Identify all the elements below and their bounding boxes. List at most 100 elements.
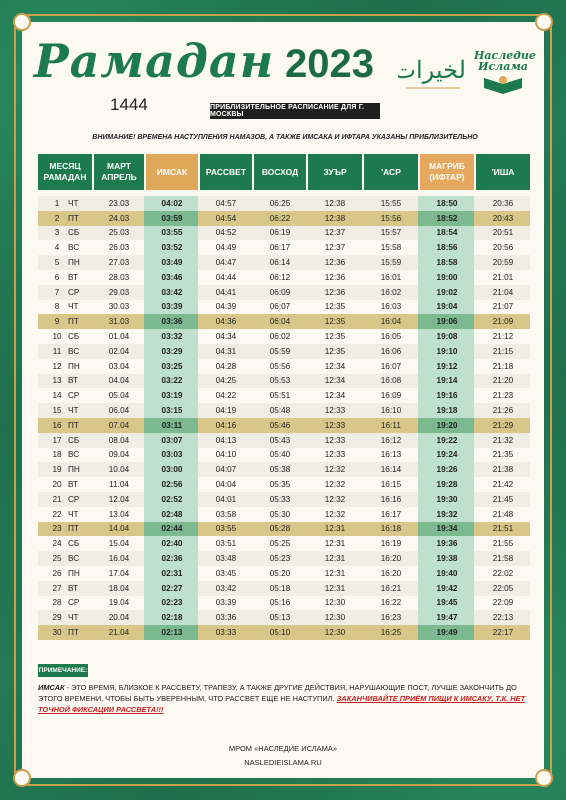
cell-imsak: 03:46 bbox=[144, 269, 198, 285]
cell-zuhr: 12:31 bbox=[306, 565, 362, 581]
cell-imsak: 03:36 bbox=[144, 314, 198, 330]
table-row: 12 ПН 03.04 03:25 04:28 05:56 12:34 16:07 19:12 2… bbox=[38, 358, 530, 374]
cell-fajr: 04:36 bbox=[198, 314, 252, 330]
cell-fajr: 04:10 bbox=[198, 447, 252, 463]
cell-day-number: 17 СБ bbox=[38, 432, 92, 448]
cell-sunrise: 06:17 bbox=[252, 240, 306, 256]
cell-asr: 16:21 bbox=[362, 580, 418, 596]
table-row: 3 СБ 25.03 03:55 04:52 06:19 12:37 15:57 18:54 20… bbox=[38, 225, 530, 241]
cell-imsak: 03:00 bbox=[144, 462, 198, 478]
cell-date: 29.03 bbox=[92, 284, 144, 300]
cell-imsak: 02:44 bbox=[144, 521, 198, 537]
cell-date: 01.04 bbox=[92, 329, 144, 344]
cell-zuhr: 12:31 bbox=[306, 521, 362, 537]
cell-zuhr: 12:33 bbox=[306, 403, 362, 418]
cell-isha: 22:09 bbox=[474, 595, 530, 611]
cell-imsak: 03:29 bbox=[144, 343, 198, 359]
cell-isha: 21:23 bbox=[474, 388, 530, 404]
cell-sunrise: 05:56 bbox=[252, 358, 306, 374]
cell-isha: 20:36 bbox=[474, 196, 530, 211]
cell-zuhr: 12:34 bbox=[306, 373, 362, 389]
cell-day-number: 19 ПН bbox=[38, 462, 92, 478]
cell-fajr: 04:39 bbox=[198, 299, 252, 315]
table-header-row: МЕСЯЦ РАМАДАН МАРТ АПРЕЛЬ ИМСАК РАССВЕТ ВО… bbox=[38, 154, 530, 196]
table-body: 1 ЧТ 23.03 04:02 04:57 06:25 12:38 15:55 18:50 20… bbox=[38, 196, 530, 640]
cell-fajr: 04:25 bbox=[198, 373, 252, 389]
cell-isha: 21:35 bbox=[474, 447, 530, 463]
cell-isha: 21:48 bbox=[474, 506, 530, 522]
table-row: 28 СР 19.04 02:23 03:39 05:16 12:30 16:22 19:45 2… bbox=[38, 595, 530, 611]
cell-maghrib: 19:14 bbox=[418, 373, 474, 389]
cell-maghrib: 19:22 bbox=[418, 432, 474, 448]
cell-fajr: 03:42 bbox=[198, 580, 252, 596]
cell-fajr: 03:51 bbox=[198, 536, 252, 552]
cell-fajr: 04:19 bbox=[198, 403, 252, 418]
cell-maghrib: 19:18 bbox=[418, 403, 474, 418]
cell-zuhr: 12:30 bbox=[306, 610, 362, 626]
cell-imsak: 02:40 bbox=[144, 536, 198, 552]
cell-zuhr: 12:35 bbox=[306, 314, 362, 330]
cell-day-number: 8 ЧТ bbox=[38, 299, 92, 315]
cell-imsak: 02:52 bbox=[144, 491, 198, 507]
cell-asr: 16:11 bbox=[362, 417, 418, 433]
corner-ornament bbox=[13, 13, 31, 31]
page-title: Рамадан bbox=[34, 34, 275, 88]
cell-day-number: 27 ВТ bbox=[38, 580, 92, 596]
cell-fajr: 03:45 bbox=[198, 565, 252, 581]
cell-maghrib: 19:47 bbox=[418, 610, 474, 626]
table-row: 19 ПН 10.04 03:00 04:07 05:38 12:32 16:14 19:26 2… bbox=[38, 462, 530, 478]
table-row: 10 СБ 01.04 03:32 04:34 06:02 12:35 16:05 19:08 2… bbox=[38, 329, 530, 344]
cell-imsak: 02:27 bbox=[144, 580, 198, 596]
cell-isha: 20:59 bbox=[474, 255, 530, 270]
cell-isha: 21:51 bbox=[474, 521, 530, 537]
cell-date: 11.04 bbox=[92, 477, 144, 492]
cell-maghrib: 19:16 bbox=[418, 388, 474, 404]
cell-day-number: 23 ПТ bbox=[38, 521, 92, 537]
book-icon bbox=[484, 76, 522, 94]
cell-asr: 16:14 bbox=[362, 462, 418, 478]
cell-zuhr: 12:32 bbox=[306, 462, 362, 478]
table-row: 30 ПТ 21.04 02:13 03:33 05:10 12:30 16:25 19:49 2… bbox=[38, 625, 530, 640]
cell-asr: 16:18 bbox=[362, 521, 418, 537]
corner-ornament bbox=[535, 769, 553, 787]
cell-day-number: 9 ПТ bbox=[38, 314, 92, 330]
note-warning: ЗАКАНЧИВАЙТЕ ПРИЁМ ПИЩИ К ИМСАКУ, Т.К. Н… bbox=[38, 694, 526, 714]
cell-maghrib: 19:49 bbox=[418, 625, 474, 640]
cell-isha: 21:07 bbox=[474, 299, 530, 315]
cell-date: 27.03 bbox=[92, 255, 144, 270]
cell-isha: 20:51 bbox=[474, 225, 530, 241]
cell-asr: 16:19 bbox=[362, 536, 418, 552]
cell-zuhr: 12:38 bbox=[306, 210, 362, 226]
cell-day-number: 11 ВС bbox=[38, 343, 92, 359]
cell-zuhr: 12:31 bbox=[306, 536, 362, 552]
cell-isha: 21:12 bbox=[474, 329, 530, 344]
cell-imsak: 02:13 bbox=[144, 625, 198, 640]
cell-isha: 20:43 bbox=[474, 210, 530, 226]
cell-date: 02.04 bbox=[92, 343, 144, 359]
cell-isha: 22:13 bbox=[474, 610, 530, 626]
table-row: 21 СР 12.04 02:52 04:01 05:33 12:32 16:16 19:30 2… bbox=[38, 491, 530, 507]
cell-isha: 21:42 bbox=[474, 477, 530, 492]
cell-imsak: 03:59 bbox=[144, 210, 198, 226]
cell-day-number: 22 ЧТ bbox=[38, 506, 92, 522]
cell-zuhr: 12:36 bbox=[306, 255, 362, 270]
warning-text: ВНИМАНИЕ! ВРЕМЕНА НАСТУПЛЕНИЯ НАМАЗОВ, А… bbox=[92, 134, 478, 141]
cell-maghrib: 19:24 bbox=[418, 447, 474, 463]
cell-date: 28.03 bbox=[92, 269, 144, 285]
cell-day-number: 5 ПН bbox=[38, 255, 92, 270]
cell-date: 19.04 bbox=[92, 595, 144, 611]
cell-day-number: 16 ПТ bbox=[38, 417, 92, 433]
cell-isha: 22:17 bbox=[474, 625, 530, 640]
cell-isha: 21:04 bbox=[474, 284, 530, 300]
cell-isha: 21:58 bbox=[474, 551, 530, 566]
cell-date: 21.04 bbox=[92, 625, 144, 640]
cell-asr: 16:20 bbox=[362, 565, 418, 581]
cell-imsak: 03:22 bbox=[144, 373, 198, 389]
cell-maghrib: 18:52 bbox=[418, 210, 474, 226]
col-sunrise: ВОСХОД bbox=[252, 154, 306, 196]
cell-day-number: 2 ПТ bbox=[38, 210, 92, 226]
cell-date: 30.03 bbox=[92, 299, 144, 315]
cell-imsak: 03:42 bbox=[144, 284, 198, 300]
note-text: ИМСАК - ЭТО ВРЕМЯ, БЛИЗКОЕ К РАССВЕТУ, Т… bbox=[38, 682, 530, 715]
cell-sunrise: 05:38 bbox=[252, 462, 306, 478]
